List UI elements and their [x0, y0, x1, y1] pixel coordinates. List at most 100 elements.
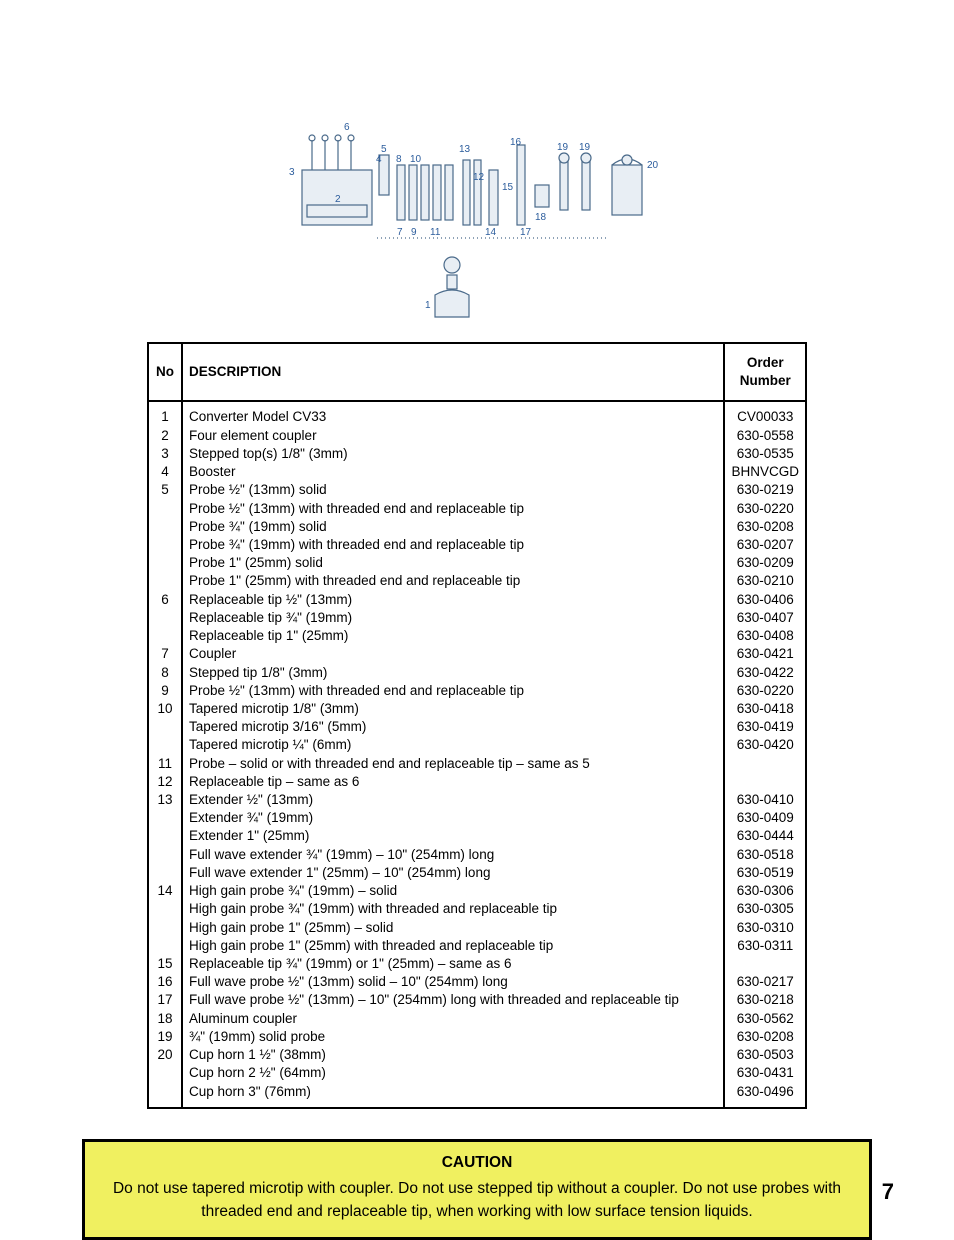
table-row: 18Aluminum coupler630-0562 [148, 1010, 806, 1028]
cell-no [148, 1083, 182, 1108]
cell-description: Replaceable tip – same as 6 [182, 773, 724, 791]
cell-order: CV00033 [724, 401, 806, 426]
table-row: Tapered microtip ¼" (6mm)630-0420 [148, 736, 806, 754]
cell-order: 630-0210 [724, 572, 806, 590]
table-header-row: No DESCRIPTION Order Number [148, 343, 806, 401]
cell-order: 630-0408 [724, 627, 806, 645]
cell-order: 630-0305 [724, 900, 806, 918]
table-row: 2Four element coupler630-0558 [148, 427, 806, 445]
table-row: High gain probe 1" (25mm) with threaded … [148, 937, 806, 955]
diagram-container: 2 3 6 4 5 [80, 90, 874, 330]
cell-description: Replaceable tip ¾" (19mm) or 1" (25mm) –… [182, 955, 724, 973]
cell-description: Cup horn 3" (76mm) [182, 1083, 724, 1108]
cell-order: 630-0410 [724, 791, 806, 809]
table-row: Probe ¾" (19mm) solid630-0208 [148, 518, 806, 536]
cell-description: ¾" (19mm) solid probe [182, 1028, 724, 1046]
cell-no: 2 [148, 427, 182, 445]
cell-no [148, 518, 182, 536]
cell-no [148, 718, 182, 736]
table-row: Cup horn 3" (76mm)630-0496 [148, 1083, 806, 1108]
cell-description: Converter Model CV33 [182, 401, 724, 426]
diagram-label: 15 [502, 182, 514, 193]
cell-order: 630-0519 [724, 864, 806, 882]
cell-order: 630-0217 [724, 973, 806, 991]
cell-description: Probe ¾" (19mm) with threaded end and re… [182, 536, 724, 554]
parts-table: No DESCRIPTION Order Number 1Converter M… [147, 342, 807, 1109]
cell-description: High gain probe 1" (25mm) – solid [182, 919, 724, 937]
cell-order: 630-0219 [724, 481, 806, 499]
table-row: 6Replaceable tip ½" (13mm)630-0406 [148, 591, 806, 609]
table-row: 19¾" (19mm) solid probe630-0208 [148, 1028, 806, 1046]
table-row: Probe ½" (13mm) with threaded end and re… [148, 500, 806, 518]
table-row: 11Probe – solid or with threaded end and… [148, 755, 806, 773]
cell-description: Full wave extender ¾" (19mm) – 10" (254m… [182, 846, 724, 864]
cell-order: 630-0406 [724, 591, 806, 609]
diagram-label: 9 [411, 227, 417, 238]
cell-no: 16 [148, 973, 182, 991]
table-row: 5Probe ½" (13mm) solid630-0219 [148, 481, 806, 499]
cell-no [148, 572, 182, 590]
cell-description: Cup horn 2 ½" (64mm) [182, 1064, 724, 1082]
cell-description: Replaceable tip 1" (25mm) [182, 627, 724, 645]
cell-description: Tapered microtip ¼" (6mm) [182, 736, 724, 754]
table-row: Full wave extender 1" (25mm) – 10" (254m… [148, 864, 806, 882]
table-row: 16Full wave probe ½" (13mm) solid – 10" … [148, 973, 806, 991]
cell-description: Full wave probe ½" (13mm) solid – 10" (2… [182, 973, 724, 991]
cell-no [148, 937, 182, 955]
cell-no: 10 [148, 700, 182, 718]
table-row: 13Extender ½" (13mm)630-0410 [148, 791, 806, 809]
cell-description: Probe 1" (25mm) solid [182, 554, 724, 572]
cell-order: 630-0209 [724, 554, 806, 572]
cell-order: BHNVCGD [724, 463, 806, 481]
diagram-label: 20 [647, 160, 659, 171]
cell-order: 630-0220 [724, 682, 806, 700]
cell-description: Cup horn 1 ½" (38mm) [182, 1046, 724, 1064]
header-description: DESCRIPTION [182, 343, 724, 401]
cell-description: Tapered microtip 1/8" (3mm) [182, 700, 724, 718]
cell-no: 6 [148, 591, 182, 609]
cell-description: Booster [182, 463, 724, 481]
cell-no: 11 [148, 755, 182, 773]
cell-description: Tapered microtip 3/16" (5mm) [182, 718, 724, 736]
cell-description: Probe ¾" (19mm) solid [182, 518, 724, 536]
diagram-label: 4 [376, 154, 382, 165]
cell-description: Probe ½" (13mm) with threaded end and re… [182, 682, 724, 700]
diagram-label: 3 [289, 167, 295, 178]
caution-title: CAUTION [105, 1152, 849, 1174]
cell-description: Four element coupler [182, 427, 724, 445]
diagram-label: 17 [520, 227, 532, 238]
cell-order: 630-0431 [724, 1064, 806, 1082]
cell-order [724, 773, 806, 791]
cell-order: 630-0558 [724, 427, 806, 445]
diagram-label: 5 [381, 144, 387, 155]
cell-no: 5 [148, 481, 182, 499]
cell-description: High gain probe ¾" (19mm) – solid [182, 882, 724, 900]
diagram-label: 19 [557, 142, 569, 153]
table-row: 7Coupler630-0421 [148, 645, 806, 663]
cell-order: 630-0503 [724, 1046, 806, 1064]
cell-order: 630-0422 [724, 664, 806, 682]
table-row: 15Replaceable tip ¾" (19mm) or 1" (25mm)… [148, 955, 806, 973]
header-no: No [148, 343, 182, 401]
cell-no: 18 [148, 1010, 182, 1028]
cell-order: 630-0207 [724, 536, 806, 554]
cell-order: 630-0421 [724, 645, 806, 663]
cell-description: Full wave extender 1" (25mm) – 10" (254m… [182, 864, 724, 882]
diagram-label: 10 [410, 154, 422, 165]
cell-description: Replaceable tip ½" (13mm) [182, 591, 724, 609]
cell-order: 630-0409 [724, 809, 806, 827]
diagram-label: 14 [485, 227, 497, 238]
diagram-label: 2 [335, 194, 341, 205]
cell-no [148, 500, 182, 518]
table-row: Replaceable tip 1" (25mm)630-0408 [148, 627, 806, 645]
cell-no: 1 [148, 401, 182, 426]
diagram-label: 8 [396, 154, 402, 165]
caution-box: CAUTION Do not use tapered microtip with… [82, 1139, 872, 1240]
cell-no: 13 [148, 791, 182, 809]
table-row: Cup horn 2 ½" (64mm)630-0431 [148, 1064, 806, 1082]
cell-order: 630-0208 [724, 1028, 806, 1046]
cell-description: Replaceable tip ¾" (19mm) [182, 609, 724, 627]
diagram-label: 12 [473, 172, 485, 183]
table-row: Probe ¾" (19mm) with threaded end and re… [148, 536, 806, 554]
table-row: 3Stepped top(s) 1/8" (3mm)630-0535 [148, 445, 806, 463]
